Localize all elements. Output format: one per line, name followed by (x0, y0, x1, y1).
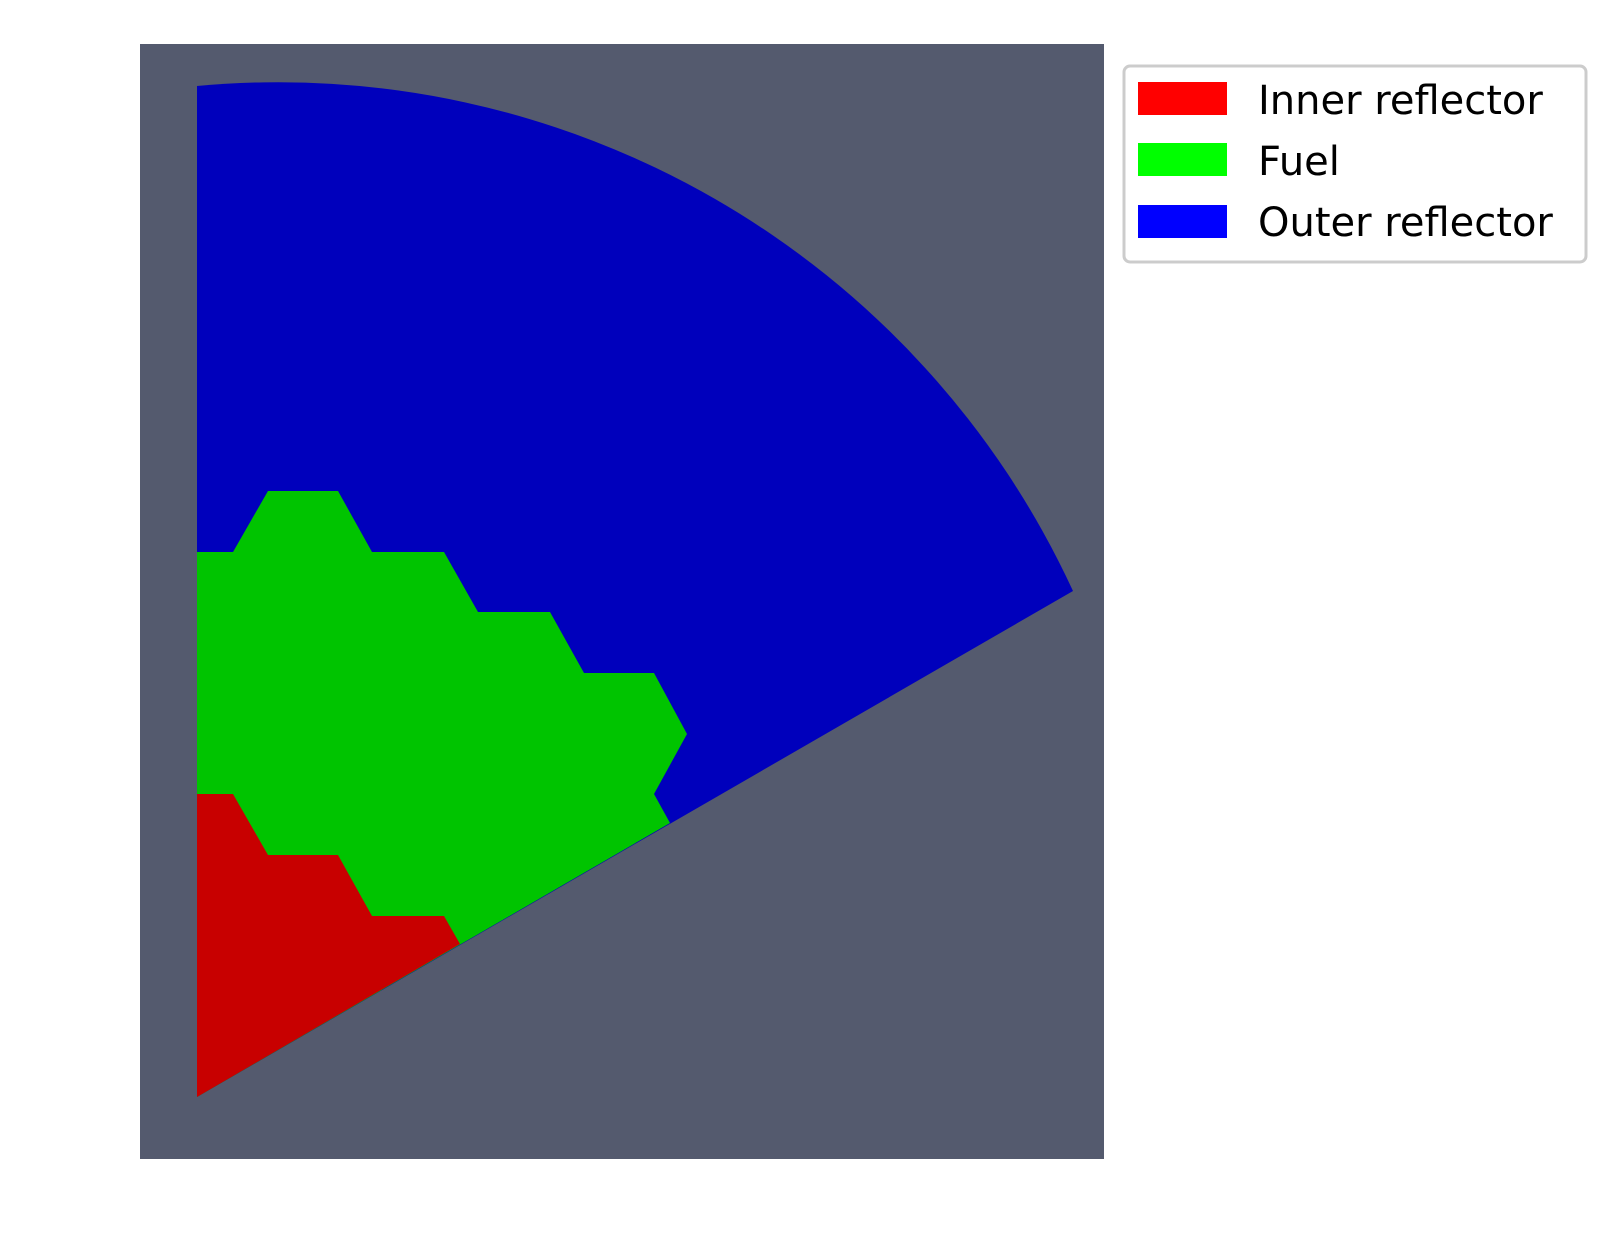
legend: Inner reflector Fuel Outer reflector (1122, 64, 1588, 264)
inner-reflector-region (197, 794, 460, 1097)
legend-entry-inner-reflector: Inner reflector (1138, 78, 1543, 124)
legend-label-outer-reflector: Outer reflector (1258, 200, 1553, 246)
legend-entry-fuel: Fuel (1138, 139, 1340, 185)
legend-frame (1122, 64, 1588, 264)
legend-swatch-fuel (1138, 143, 1227, 176)
legend-swatch-outer-reflector (1138, 205, 1227, 238)
legend-label-fuel: Fuel (1258, 139, 1340, 185)
legend-swatch-inner-reflector (1138, 82, 1227, 115)
legend-entry-outer-reflector: Outer reflector (1138, 200, 1553, 246)
legend-label-inner-reflector: Inner reflector (1258, 78, 1543, 124)
